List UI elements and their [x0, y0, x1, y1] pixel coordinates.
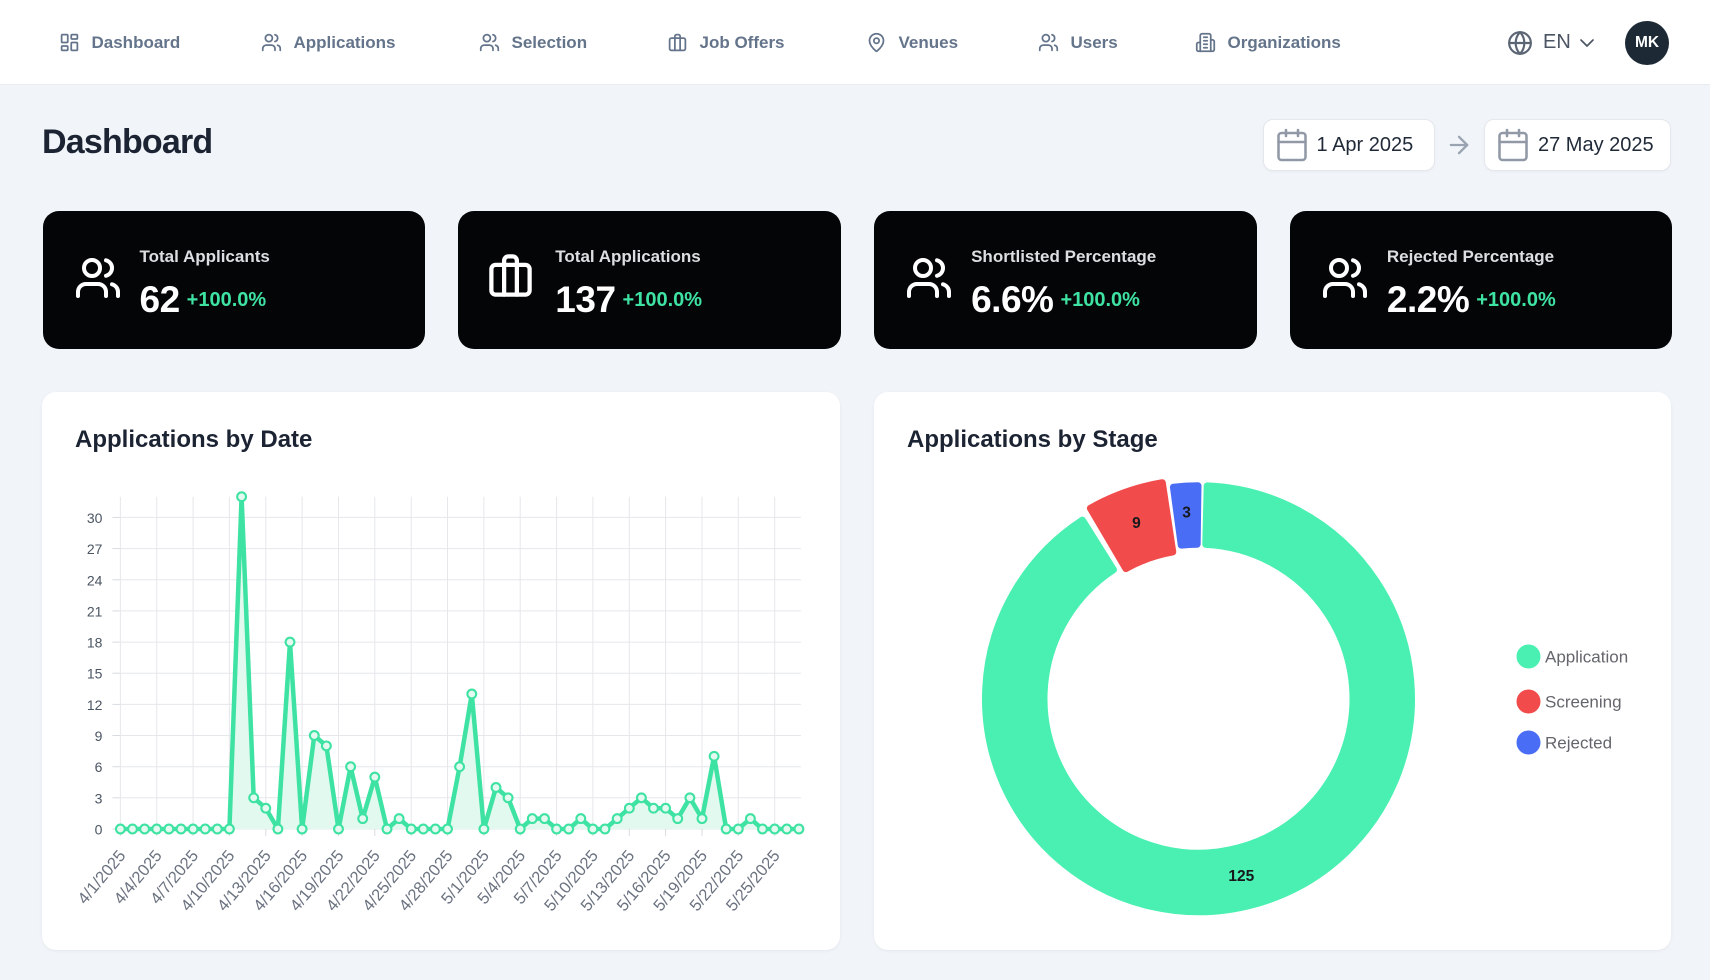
- svg-text:125: 125: [1228, 868, 1254, 885]
- svg-text:Rejected: Rejected: [1545, 734, 1612, 753]
- svg-text:30: 30: [87, 510, 103, 526]
- svg-text:15: 15: [87, 666, 103, 682]
- svg-text:9: 9: [1132, 515, 1141, 532]
- svg-text:12: 12: [87, 697, 103, 713]
- svg-text:6: 6: [95, 759, 103, 775]
- svg-text:3: 3: [1182, 505, 1191, 522]
- svg-text:3: 3: [95, 790, 103, 806]
- svg-text:18: 18: [87, 635, 103, 651]
- svg-text:0: 0: [95, 822, 103, 838]
- svg-text:21: 21: [87, 603, 103, 619]
- svg-text:9: 9: [95, 728, 103, 744]
- svg-text:27: 27: [87, 541, 103, 557]
- svg-text:Screening: Screening: [1545, 693, 1622, 712]
- svg-text:24: 24: [87, 572, 103, 588]
- svg-text:Application: Application: [1545, 648, 1628, 667]
